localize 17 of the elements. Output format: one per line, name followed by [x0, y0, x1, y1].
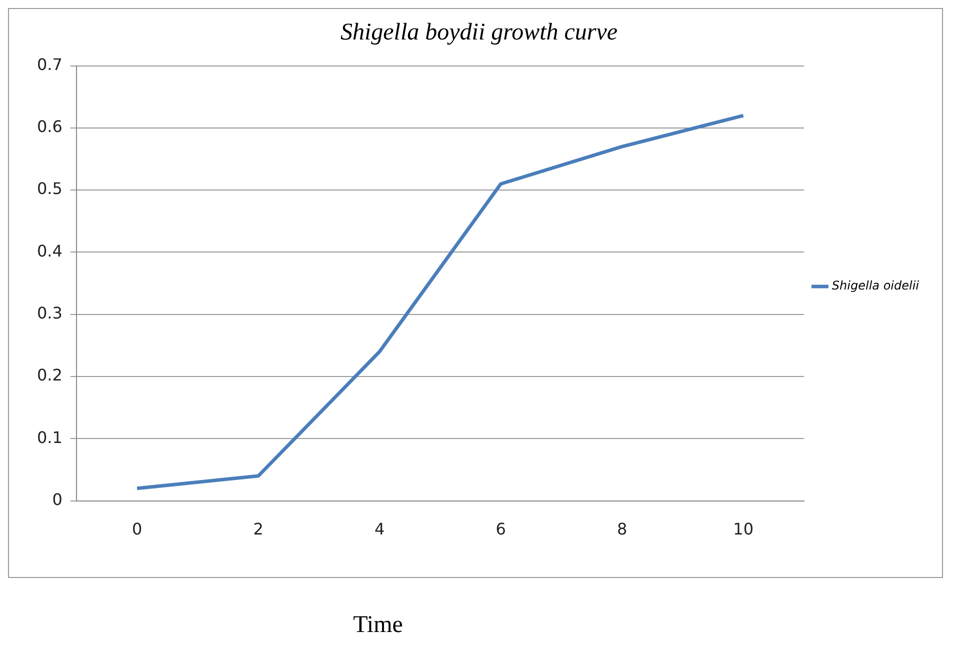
y-tick-label: 0.2: [36, 366, 62, 385]
x-tick-label: 10: [733, 520, 754, 539]
x-tick-label: 4: [374, 520, 385, 539]
y-tick-label: 0: [52, 490, 62, 509]
x-tick-label: 0: [132, 520, 142, 539]
legend-label: Shigella oidelii: [832, 278, 920, 293]
y-tick-label: 0.4: [36, 241, 62, 260]
y-tick-label: 0.1: [36, 428, 62, 447]
x-tick-label: 2: [253, 520, 264, 539]
x-axis-title: Time: [352, 612, 404, 639]
y-tick-label: 0.3: [36, 304, 62, 323]
x-tick-label: 8: [616, 520, 628, 539]
chart-title: Shigella boydii growth curve: [340, 20, 618, 46]
y-tick-label: 0.7: [36, 54, 62, 74]
y-tick-label: 0.6: [36, 117, 62, 136]
y-tick-label: 0.5: [36, 179, 62, 198]
x-tick-label: 6: [496, 520, 506, 539]
